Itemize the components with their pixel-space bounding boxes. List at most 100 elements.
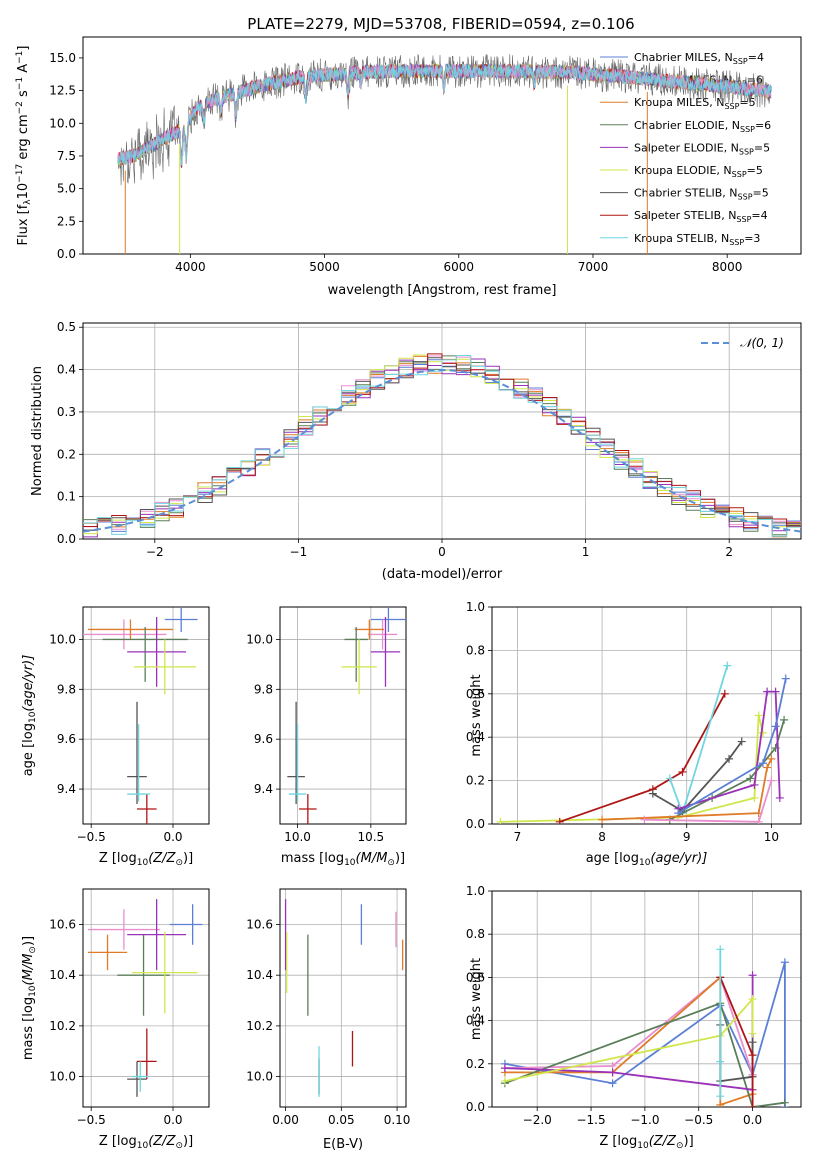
y-tick-label: 2.5 <box>57 214 76 228</box>
legend-text: Chabrier MILES, N <box>634 51 733 64</box>
legend-tail: =4 <box>748 51 764 64</box>
weight_vs_Z-xlabel-part: )] <box>684 1134 694 1149</box>
spectrum-axes: 4000 5000 6000 7000 8000 0.0 2.5 5.0 7.5 10.0 12.5… <box>15 36 802 298</box>
x-tick-label: −1.0 <box>630 1113 659 1127</box>
mass_vs_Z-ylabel-part: mass [log <box>21 997 36 1060</box>
legend-tail: =6 <box>755 119 771 132</box>
weight-marker-salpeter_elodie <box>775 793 784 802</box>
y-tick-label: 0.0 <box>57 532 76 546</box>
legend-sub: SSP <box>729 238 744 247</box>
mass_vs_Z-xlabel: Z [log10(Z/Z⊙)] <box>99 1134 193 1151</box>
legend-text: Kroupa STELIB, N <box>634 232 729 245</box>
x-tick-label: 4000 <box>175 260 206 274</box>
weight-marker-salpeter_stelib <box>555 817 564 824</box>
y-tick-label: 0.4 <box>466 1014 485 1028</box>
spectrum-plot <box>117 53 772 254</box>
weight-marker-salpeter_elodie <box>763 687 772 696</box>
y-tick-label: 10.0 <box>246 1070 273 1084</box>
age_vs_mass-frame <box>279 606 407 825</box>
weight-marker-salpeter_miles <box>767 776 776 785</box>
age_vs_mass-xlabel-part: ⊙ <box>387 858 395 868</box>
mass_vs_ebv-plot <box>284 899 404 1097</box>
weight-marker-chabrier_elodie <box>780 1098 789 1107</box>
weight_vs_age-ylabel: mass weight <box>469 674 484 756</box>
weight-marker-kroupa_elodie <box>754 711 763 720</box>
y-tick-label: 0.2 <box>466 1057 485 1071</box>
weight-marker-chabrier_miles <box>758 759 767 768</box>
x-tick-label: −1.5 <box>576 1113 605 1127</box>
y-tick-label: 0.0 <box>57 247 76 261</box>
x-tick-label: −1 <box>290 545 308 559</box>
legend-sub: SSP <box>724 102 739 111</box>
spectrum-ylabel-part: erg cm <box>16 114 31 163</box>
weight_vs_Z-plot <box>500 945 789 1107</box>
legend-sub: SSP <box>740 125 755 134</box>
y-tick-label: 0.0 <box>466 817 485 831</box>
spectrum-ylabel-part: s <box>16 90 31 101</box>
weight-marker-kroupa_stelib <box>665 774 674 783</box>
weight_vs_Z-xlabel-part: ⊙ <box>676 1141 684 1151</box>
x-tick-label: 10.0 <box>284 830 311 844</box>
mass_vs_Z-xlabel-part: (Z/Z <box>148 1134 176 1149</box>
weight-marker-kroupa_elodie <box>496 817 505 824</box>
legend-tail: =5 <box>753 187 769 200</box>
y-tick-label: 0.4 <box>466 730 485 744</box>
legend-text: Chabrier STELIB, N <box>634 187 738 200</box>
y-tick-label: 10.4 <box>246 968 273 982</box>
legend-sub: SSP <box>733 57 748 66</box>
y-tick-label: 0.5 <box>57 320 76 334</box>
weight_vs_Z-xlabel: Z [log10(Z/Z⊙)] <box>599 1134 693 1151</box>
spectrum-ylabel: Flux [fλ10−17 erg cm−2 s−1 A−1] <box>15 46 33 246</box>
x-tick-label: 0.0 <box>163 1113 182 1127</box>
spectrum-ylabel-part: Flux [f <box>16 204 31 245</box>
weight-line-kroupa_miles <box>602 758 773 821</box>
legend-text: Salpeter ELODIE, N <box>634 141 739 154</box>
weight-marker-chabrier_elodie <box>780 715 789 724</box>
weight-marker-kroupa_miles <box>716 1100 725 1107</box>
legend-sub: SSP <box>738 193 753 202</box>
weight-line-kroupa_stelib <box>668 665 729 816</box>
legend-tail: =5 <box>747 164 763 177</box>
weight-marker-salpeter_elodie <box>748 971 757 980</box>
weight_vs_Z-ylabel: mass weight <box>469 958 484 1040</box>
weight-line-chabrier_stelib <box>652 740 743 813</box>
x-tick-label: −0.5 <box>77 830 106 844</box>
legend-entry-salpeter_stelib: Salpeter STELIB, NSSP=4 <box>634 209 768 224</box>
y-tick-label: 0.8 <box>466 643 485 657</box>
x-tick-label: 10 <box>764 830 779 844</box>
spectrum-ylabel-part: 10 <box>16 183 31 200</box>
y-tick-label: 0.0 <box>466 1100 485 1114</box>
y-tick-label: 9.4 <box>57 782 76 796</box>
spectrum-ylabel-part: −2 <box>15 101 25 114</box>
weight_vs_age-xlabel: age [log10(age/yr)] <box>586 851 708 868</box>
legend-text: Kroupa ELODIE, N <box>634 164 732 177</box>
residuals-axes: −2 −1 0 1 2 0.0 0.1 0.2 0.3 0.4 0.5 𝒩(0, 1) (data-mo… <box>30 320 802 582</box>
spectrum-ylabel-part: −1 <box>15 51 25 64</box>
x-tick-label: 0.10 <box>384 1113 411 1127</box>
x-tick-label: 0 <box>438 545 446 559</box>
age_vs_mass-axes: 10.0 10.5 9.4 9.6 9.8 10.0 mass [log10(M/M⊙)] <box>246 606 407 868</box>
weight-marker-kroupa_stelib <box>716 945 725 954</box>
weight_vs_Z-xlabel-part: (Z/Z <box>649 1134 677 1149</box>
weight-marker-kroupa_elodie <box>500 1077 509 1086</box>
y-tick-label: 10.0 <box>49 632 76 646</box>
y-tick-label: 12.5 <box>49 84 76 98</box>
weight-marker-salpeter_stelib <box>748 1051 757 1060</box>
residuals-plot <box>83 353 801 538</box>
y-tick-label: 5.0 <box>57 182 76 196</box>
age_vs_Z-xlabel-part: )] <box>183 851 193 866</box>
weight_vs_age-frame <box>491 606 802 825</box>
weight-marker-kroupa_elodie <box>750 793 759 802</box>
weight-marker-kroupa_elodie <box>748 1029 757 1038</box>
mass-vs-ebv-xlabel: E(B-V) <box>323 1137 363 1152</box>
legend-text: Salpeter STELIB, N <box>634 209 736 222</box>
x-tick-label: 0.05 <box>328 1113 355 1127</box>
weight-marker-chabrier_stelib <box>737 737 746 746</box>
weight_vs_Z-xlabel-part: 10 <box>637 1141 649 1151</box>
x-tick-label: −0.5 <box>684 1113 713 1127</box>
mass_vs_Z-xlabel-part: ⊙ <box>175 1141 183 1151</box>
legend-entry-chabrier_miles: Chabrier MILES, NSSP=4 <box>634 51 764 66</box>
weight_vs_age-xlabel-part: 10 <box>639 858 651 868</box>
